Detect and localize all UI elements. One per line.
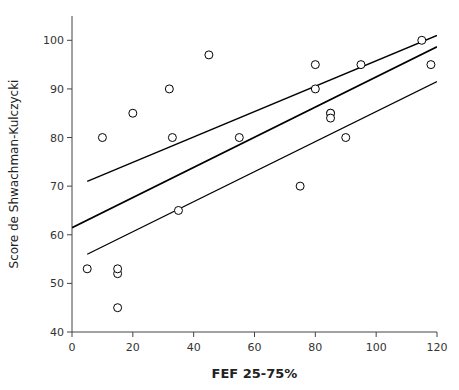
point bbox=[98, 134, 106, 142]
plot-area bbox=[72, 35, 437, 311]
point bbox=[427, 61, 435, 69]
x-tick bbox=[376, 332, 377, 337]
x-tick-label: 80 bbox=[308, 341, 322, 354]
point bbox=[327, 114, 335, 122]
x-tick-label: 60 bbox=[248, 341, 262, 354]
y-tick-label: 80 bbox=[50, 132, 64, 145]
point bbox=[205, 51, 213, 59]
x-axis-label: FEF 25-75% bbox=[212, 366, 298, 381]
y-tick-label: 70 bbox=[50, 180, 64, 193]
point bbox=[83, 265, 91, 273]
point bbox=[357, 61, 365, 69]
chart: 0 20 40 60 80 100 120 40 50 60 70 80 90 100 FEF 25-75%… bbox=[0, 0, 459, 390]
confidence-line bbox=[87, 82, 437, 255]
x-tick bbox=[437, 332, 438, 337]
point bbox=[168, 134, 176, 142]
x-tick-label: 40 bbox=[187, 341, 201, 354]
y-tick bbox=[67, 283, 72, 284]
y-tick-label: 50 bbox=[50, 277, 64, 290]
y-tick-label: 100 bbox=[43, 34, 64, 47]
y-axis-label: Score de Shwachman-Kulczycki bbox=[7, 80, 21, 269]
point bbox=[114, 265, 122, 273]
x-tick bbox=[315, 332, 316, 337]
confidence-line bbox=[87, 35, 437, 181]
y-tick bbox=[67, 332, 72, 333]
x-tick bbox=[72, 332, 73, 337]
x-tick-label: 120 bbox=[427, 341, 448, 354]
x-tick bbox=[193, 332, 194, 337]
point bbox=[174, 206, 182, 214]
point bbox=[296, 182, 304, 190]
y-tick bbox=[67, 234, 72, 235]
x-tick-label: 100 bbox=[366, 341, 387, 354]
point bbox=[418, 36, 426, 44]
y-tick bbox=[67, 137, 72, 138]
x-tick-label: 0 bbox=[69, 341, 76, 354]
y-tick-label: 60 bbox=[50, 229, 64, 242]
point bbox=[342, 134, 350, 142]
y-axis-line bbox=[72, 16, 73, 332]
y-tick bbox=[67, 88, 72, 89]
x-tick-label: 20 bbox=[126, 341, 140, 354]
point bbox=[129, 109, 137, 117]
x-tick bbox=[254, 332, 255, 337]
regression-line bbox=[72, 47, 437, 228]
point bbox=[311, 85, 319, 93]
y-tick-label: 40 bbox=[50, 326, 64, 339]
x-tick bbox=[132, 332, 133, 337]
y-tick-label: 90 bbox=[50, 83, 64, 96]
point bbox=[311, 61, 319, 69]
point bbox=[114, 304, 122, 312]
point bbox=[235, 134, 243, 142]
point bbox=[165, 85, 173, 93]
y-tick bbox=[67, 40, 72, 41]
y-tick bbox=[67, 186, 72, 187]
